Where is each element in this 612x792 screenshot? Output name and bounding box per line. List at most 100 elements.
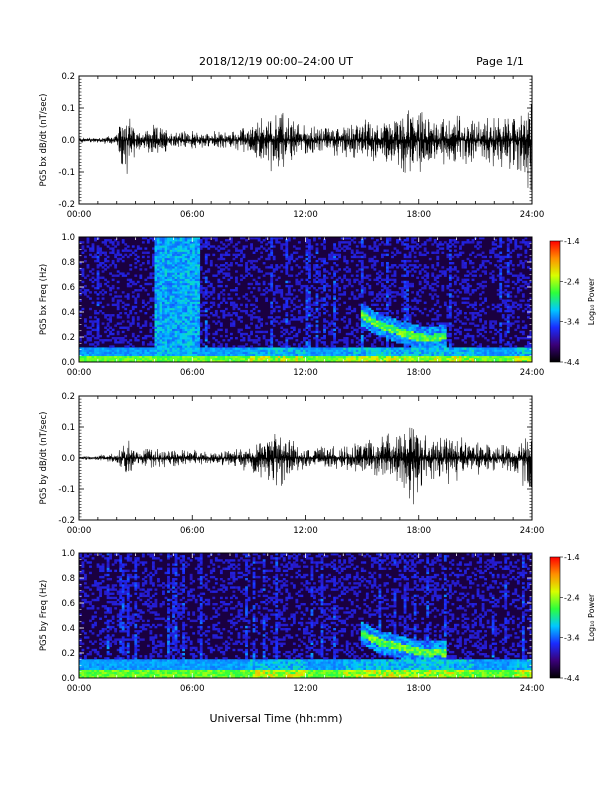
spectrogram-cell bbox=[222, 264, 226, 267]
spectrogram-cell bbox=[177, 297, 180, 300]
spectrogram-cell bbox=[154, 303, 158, 307]
spectrogram-cell bbox=[124, 334, 128, 338]
spectrogram-cell bbox=[260, 355, 264, 359]
spectrogram-cell bbox=[333, 337, 336, 340]
spectrogram-cell bbox=[267, 357, 271, 361]
spectrogram-cell bbox=[461, 280, 465, 284]
spectrogram-cell bbox=[126, 345, 130, 348]
spectrogram-cell bbox=[413, 305, 417, 309]
spectrogram-cell bbox=[189, 305, 193, 309]
spectrogram-cell bbox=[167, 320, 170, 323]
spectrogram-cell bbox=[237, 359, 241, 363]
spectrogram-cell bbox=[187, 359, 191, 363]
spectrogram-cell bbox=[398, 347, 402, 350]
spectrogram-cell bbox=[179, 341, 183, 344]
spectrogram-cell bbox=[267, 289, 271, 292]
spectrogram-cell bbox=[466, 241, 470, 244]
spectrogram-cell bbox=[305, 341, 309, 344]
spectrogram-cell bbox=[189, 262, 193, 265]
spectrogram-cell bbox=[438, 247, 442, 250]
spectrogram-cell bbox=[144, 322, 148, 325]
spectrogram-cell bbox=[109, 326, 113, 329]
spectrogram-cell bbox=[308, 264, 311, 267]
spectrogram-cell bbox=[91, 353, 95, 357]
spectrogram-cell bbox=[235, 278, 238, 282]
spectrogram-cell bbox=[167, 237, 170, 240]
spectrogram-cell bbox=[456, 351, 460, 354]
spectrogram-cell bbox=[416, 243, 420, 246]
spectrogram-cell bbox=[272, 245, 276, 248]
spectrogram-cell bbox=[214, 339, 218, 342]
spectrogram-cell bbox=[144, 282, 148, 286]
spectrogram-cell bbox=[360, 353, 364, 357]
spectrogram-cell bbox=[368, 328, 372, 332]
spectrogram-cell bbox=[179, 307, 183, 311]
spectrogram-cell bbox=[272, 297, 276, 300]
spectrogram-cell bbox=[167, 303, 170, 307]
spectrogram-cell bbox=[375, 239, 379, 242]
spectrogram-cell bbox=[330, 351, 334, 354]
spectrogram-cell bbox=[413, 355, 417, 359]
spectrogram-cell bbox=[275, 316, 279, 319]
spectrogram-cell bbox=[172, 322, 175, 325]
spectrogram-cell bbox=[129, 322, 133, 325]
spectrogram-cell bbox=[192, 326, 196, 329]
spectrogram-cell bbox=[464, 351, 467, 354]
spectrogram-cell bbox=[386, 249, 389, 252]
spectrogram-cell bbox=[114, 253, 118, 257]
spectrogram-cell bbox=[134, 355, 138, 359]
spectrogram-cell bbox=[106, 351, 110, 354]
spectrogram-cell bbox=[255, 316, 258, 319]
spectrogram-cell bbox=[184, 276, 188, 279]
spectrogram-cell bbox=[353, 241, 357, 244]
spectrogram-cell bbox=[333, 359, 336, 363]
spectrogram-cell bbox=[292, 316, 296, 319]
spectrogram-cell bbox=[428, 330, 432, 334]
spectrogram-cell bbox=[335, 359, 339, 363]
spectrogram-cell bbox=[323, 287, 326, 290]
spectrogram-cell bbox=[237, 249, 241, 252]
spectrogram-cell bbox=[408, 326, 412, 329]
spectrogram-cell bbox=[159, 351, 163, 354]
spectrogram-cell bbox=[126, 316, 130, 319]
spectrogram-cell bbox=[192, 270, 196, 273]
spectrogram-cell bbox=[197, 312, 201, 315]
spectrogram-cell bbox=[270, 239, 274, 242]
spectrogram-cell bbox=[320, 297, 324, 300]
spectrogram-cell bbox=[401, 351, 404, 354]
spectrogram-cell bbox=[242, 345, 246, 348]
spectrogram-cell bbox=[167, 291, 170, 294]
spectrogram-cell bbox=[378, 274, 382, 277]
spectrogram-cell bbox=[149, 324, 153, 327]
spectrogram-cell bbox=[350, 259, 354, 263]
spectrogram-cell bbox=[179, 324, 183, 327]
spectrogram-cell bbox=[207, 353, 211, 357]
spectrogram-cell bbox=[174, 318, 178, 321]
spectrogram-cell bbox=[489, 359, 493, 363]
spectrogram-cell bbox=[179, 249, 183, 252]
spectrogram-cell bbox=[255, 266, 258, 269]
spectrogram-cell bbox=[343, 320, 347, 323]
spectrogram-cell bbox=[370, 324, 374, 327]
spectrogram-cell bbox=[305, 293, 309, 296]
spectrogram-cell bbox=[481, 324, 485, 327]
spectrogram-cell bbox=[396, 239, 399, 242]
spectrogram-cell bbox=[159, 309, 163, 313]
spectrogram-cell bbox=[426, 334, 430, 338]
spectrogram-cell bbox=[474, 303, 477, 307]
spectrogram-cell bbox=[448, 278, 452, 282]
spectrogram-cell bbox=[172, 326, 175, 329]
spectrogram-cell bbox=[453, 309, 457, 313]
spectrogram-cell bbox=[106, 324, 110, 327]
spectrogram-cell bbox=[413, 297, 417, 300]
spectrogram-cell bbox=[167, 251, 170, 254]
spectrogram-cell bbox=[134, 297, 138, 300]
spectrogram-cell bbox=[418, 353, 422, 357]
spectrogram-cell bbox=[280, 353, 284, 357]
spectrogram-cell bbox=[375, 259, 379, 263]
spectrogram-cell bbox=[157, 307, 160, 311]
spectrogram-cell bbox=[481, 255, 485, 259]
spectrogram-cell bbox=[154, 328, 158, 332]
spectrogram-cell bbox=[149, 330, 153, 334]
spectrogram-cell bbox=[443, 332, 447, 336]
